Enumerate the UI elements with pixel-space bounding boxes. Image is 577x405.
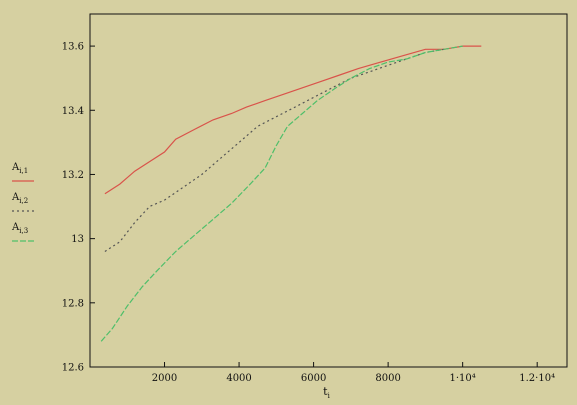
- y-tick-label-3: 13.2: [62, 170, 84, 181]
- legend-label-2: Ai,2: [11, 192, 28, 205]
- x-axis-title: ti: [323, 385, 330, 400]
- x-axis-title-subscript: i: [328, 392, 331, 400]
- series-line-2: [104, 48, 445, 253]
- y-tick-label-0: 12.6: [62, 363, 84, 374]
- x-tick-label-2: 6000: [301, 373, 326, 384]
- series-line-3: [100, 45, 463, 342]
- y-tick-label-2: 13: [71, 234, 84, 245]
- x-tick-label-1: 4000: [226, 373, 251, 384]
- legend-label-subscript-3: i,3: [19, 227, 28, 235]
- y-tick-label-1: 12.8: [62, 298, 84, 309]
- legend-label-subscript-1: i,1: [19, 167, 28, 175]
- legend-label-subscript-2: i,2: [19, 197, 28, 205]
- series-line-1: [104, 45, 482, 195]
- plot-area: [89, 13, 568, 368]
- x-tick-label-3: 8000: [375, 373, 400, 384]
- x-tick-label-0: 2000: [152, 373, 177, 384]
- legend-label-1: Ai,1: [11, 162, 28, 175]
- y-tick-label-4: 13.4: [62, 106, 84, 117]
- series-lines: [100, 45, 482, 342]
- legend-label-3: Ai,3: [11, 222, 28, 235]
- x-axis-title-group: ti: [323, 385, 330, 400]
- x-tick-label-4: 1·10⁴: [450, 373, 476, 384]
- y-tick-label-5: 13.6: [62, 42, 84, 53]
- x-tick-label-5: 1.2·10⁴: [519, 373, 555, 384]
- axis-ticks: 2000 4000 6000 8000 1·10⁴ 1.2·10⁴ 12.6 12.8 13 13…: [62, 42, 555, 384]
- legend: Ai,1 Ai,2 Ai,3: [11, 162, 34, 242]
